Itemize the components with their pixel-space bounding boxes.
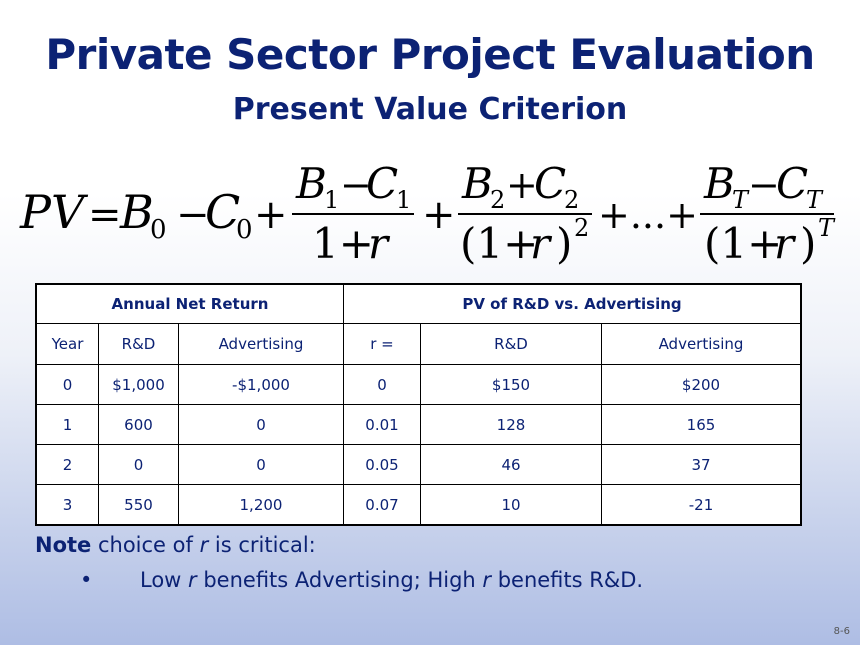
t1-den: 1+ [312, 219, 374, 268]
cell-rate: 0.07 [343, 484, 421, 526]
cell-year: 2 [35, 444, 99, 485]
cell-advertising: 0 [178, 404, 344, 445]
t2-num-plus: + [506, 163, 538, 207]
col-header-pv-advertising: Advertising [601, 323, 802, 365]
t2-den-exp: 2 [574, 214, 589, 242]
t1-num-c-sub: 1 [396, 186, 411, 214]
cell-year: 3 [35, 484, 99, 526]
cell-advertising: 0 [178, 444, 344, 485]
note-post: is critical: [208, 533, 316, 557]
cell-rate: 0.01 [343, 404, 421, 445]
cell-advertising: 1,200 [178, 484, 344, 526]
cell-rd: 550 [98, 484, 179, 526]
t3-den: (1+ [704, 219, 782, 268]
bullet-part3: benefits R&D. [491, 568, 644, 592]
note-text: Note choice of r is critical: [35, 533, 316, 557]
col-header-pv-rd: R&D [420, 323, 602, 365]
t1-num-b-sub: 1 [324, 186, 339, 214]
t3-num-b-sub: T [732, 186, 750, 214]
t2-den: (1+ [460, 219, 538, 268]
col-header-year: Year [35, 323, 99, 365]
t3-num-b: B [703, 159, 735, 208]
t2-den-r: r [530, 219, 553, 268]
t2-num-b: B [461, 159, 493, 208]
group-header-pv-comparison: PV of R&D vs. Advertising [343, 283, 802, 324]
t1-num-b: B [295, 159, 327, 208]
col-header-rate: r = [343, 323, 421, 365]
t3-den-exp: T [818, 214, 836, 242]
slide-subtitle: Present Value Criterion [232, 92, 628, 127]
cell-pv-advertising: -21 [601, 484, 802, 526]
cell-pv-rd: 10 [420, 484, 602, 526]
formula-equals: = [88, 192, 122, 238]
t2-num-c: C [534, 159, 566, 208]
formula-c0: C [205, 185, 240, 239]
bullet-var2: r [482, 568, 492, 592]
cell-advertising: -$1,000 [178, 364, 344, 405]
t1-den-r: r [368, 219, 391, 268]
note-bold: Note [35, 533, 92, 557]
bullet-item: • Low r benefits Advertising; High r bene… [80, 568, 643, 592]
pv-formula: PV = B 0 − C 0 + B 1 − C 1 1+ r + B 2 + … [0, 150, 860, 280]
t1-num-minus: − [340, 163, 372, 207]
formula-plus-1: + [254, 192, 288, 238]
table-row: 0 $1,000 -$1,000 0 $150 $200 [35, 364, 802, 405]
cell-pv-advertising: 165 [601, 404, 802, 445]
cell-rate: 0.05 [343, 444, 421, 485]
cell-rd: 600 [98, 404, 179, 445]
col-header-rd: R&D [98, 323, 179, 365]
formula-b0: B [119, 185, 154, 239]
t3-den-r: r [774, 219, 797, 268]
pv-formula-svg: PV = B 0 − C 0 + B 1 − C 1 1+ r + B 2 + … [19, 159, 836, 268]
slide-title: Private Sector Project Evaluation [45, 30, 815, 79]
cell-pv-advertising: 37 [601, 444, 802, 485]
formula-ellipsis: +...+ [598, 193, 698, 237]
formula-plus-2: + [422, 192, 456, 238]
table-group-header-row: Annual Net Return PV of R&D vs. Advertis… [35, 283, 802, 324]
pv-comparison-table: Annual Net Return PV of R&D vs. Advertis… [35, 283, 802, 526]
cell-year: 0 [35, 364, 99, 405]
t3-den-close: ) [800, 219, 816, 268]
cell-year: 1 [35, 404, 99, 445]
cell-pv-rd: 46 [420, 444, 602, 485]
t3-num-c-sub: T [806, 186, 824, 214]
t2-num-c-sub: 2 [564, 186, 579, 214]
cell-pv-rd: $150 [420, 364, 602, 405]
formula-c0-sub: 0 [236, 215, 253, 245]
cell-rd: $1,000 [98, 364, 179, 405]
bullet-part2: benefits Advertising; High [196, 568, 483, 592]
t2-den-close: ) [556, 219, 572, 268]
bullet-var1: r [188, 568, 197, 592]
t1-num-c: C [366, 159, 398, 208]
table-row: 1 600 0 0.01 128 165 [35, 404, 802, 445]
bullet-marker: • [80, 568, 93, 592]
formula-lhs: PV [19, 185, 89, 239]
t3-num-c: C [776, 159, 808, 208]
table-column-header-row: Year R&D Advertising r = R&D Advertising [35, 323, 802, 365]
formula-minus-0: − [176, 192, 210, 238]
bullet-part1: Low [140, 568, 189, 592]
t3-num-minus: − [748, 163, 780, 207]
table-row: 3 550 1,200 0.07 10 -21 [35, 484, 802, 526]
cell-pv-advertising: $200 [601, 364, 802, 405]
formula-b0-sub: 0 [150, 215, 167, 245]
group-header-annual-net-return: Annual Net Return [35, 283, 344, 324]
cell-pv-rd: 128 [420, 404, 602, 445]
table-row: 2 0 0 0.05 46 37 [35, 444, 802, 485]
note-pre: choice of [91, 533, 200, 557]
note-var: r [199, 533, 209, 557]
cell-rd: 0 [98, 444, 179, 485]
cell-rate: 0 [343, 364, 421, 405]
t2-num-b-sub: 2 [490, 186, 505, 214]
page-number: 8-6 [833, 626, 850, 637]
col-header-advertising: Advertising [178, 323, 344, 365]
